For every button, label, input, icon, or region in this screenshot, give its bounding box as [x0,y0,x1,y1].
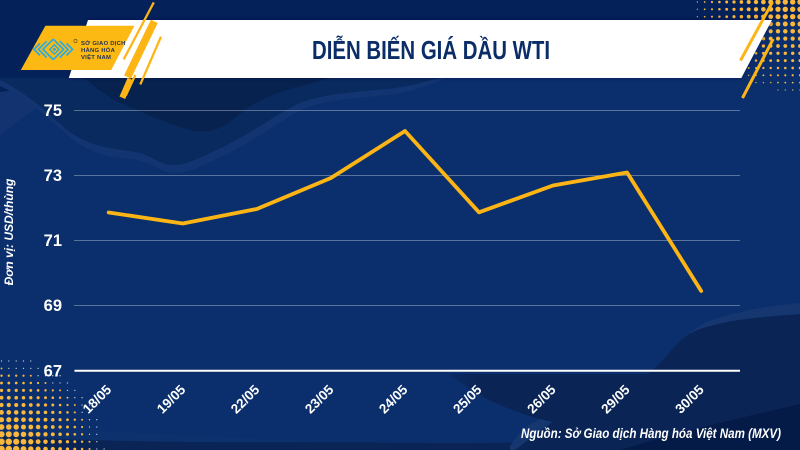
svg-text:71: 71 [44,232,62,250]
svg-text:69: 69 [44,297,62,315]
svg-text:VIỆT NAM: VIỆT NAM [81,53,111,61]
svg-text:75: 75 [44,102,62,120]
svg-text:SỞ GIAO DỊCH: SỞ GIAO DỊCH [81,40,126,47]
svg-text:73: 73 [44,167,62,185]
svg-text:67: 67 [44,362,62,380]
svg-text:Đơn vị: USD/thùng: Đơn vị: USD/thùng [2,178,16,285]
svg-text:Nguồn: Sở Giao dịch Hàng hóa V: Nguồn: Sở Giao dịch Hàng hóa Việt Nam (M… [521,425,781,441]
svg-text:DIỄN BIẾN GIÁ DẦU WTI: DIỄN BIẾN GIÁ DẦU WTI [312,35,550,65]
svg-text:HÀNG HÓA: HÀNG HÓA [81,46,116,54]
